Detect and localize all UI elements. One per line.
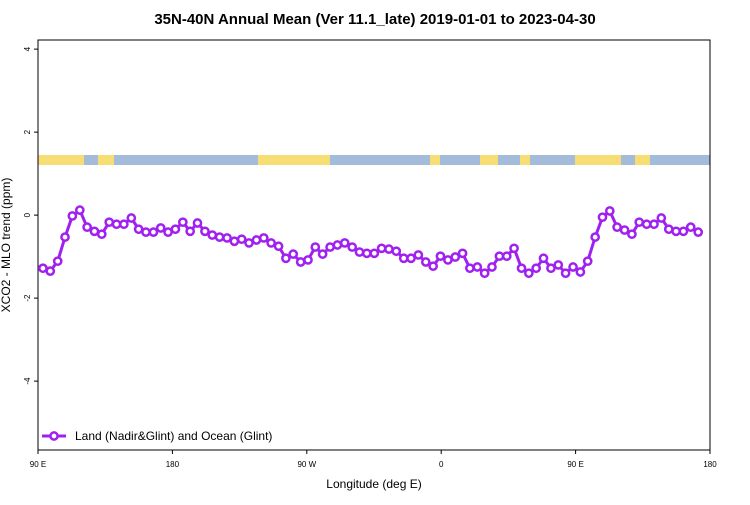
data-point [516,263,527,274]
data-point [67,211,78,221]
data-point [170,224,181,235]
data-point [52,256,63,267]
data-point [96,229,107,240]
x-tick-label: 90 E [30,460,46,469]
data-point [538,253,549,264]
data-point [501,251,512,262]
y-axis-label: XCO2 - MLO trend (ppm) [0,178,13,313]
data-point [627,229,637,240]
data-point [693,227,704,237]
data-point [568,262,578,272]
data-point [531,263,542,274]
data-point [428,261,438,272]
data-point [649,219,659,230]
data-point [465,263,475,274]
data-point [619,225,630,235]
data-point [553,260,564,270]
legend-marker [49,431,59,441]
data-point [119,219,129,230]
chart-title: 35N-40N Annual Mean (Ver 11.1_late) 2019… [154,11,595,28]
data-point [155,223,166,233]
data-point [612,222,622,233]
data-point [479,268,490,279]
data-point [148,227,159,237]
data-point [200,226,210,237]
data-point [420,257,431,267]
data-point [214,232,225,242]
data-point [244,238,254,248]
data-point [347,242,358,252]
x-tick-label: 0 [439,460,444,469]
data-point [457,248,468,259]
data-point [597,212,608,223]
data-point [236,234,247,245]
x-tick-label: 90 W [297,460,316,469]
legend-label: Land (Nadir&Glint) and Ocean (Glint) [75,429,272,443]
data-point [192,218,203,228]
data-point [450,252,461,262]
data-point [604,206,615,216]
y-tick-label: 0 [23,212,32,217]
data-point [685,222,696,233]
data-point [406,253,416,264]
data-point [369,248,380,259]
data-point [524,268,534,279]
data-point [178,217,188,228]
data-point [590,232,601,242]
data-point [126,213,137,223]
data-point [361,248,372,259]
y-tick-label: -2 [23,294,32,302]
x-axis-label: Longitude (deg E) [326,477,421,491]
data-point [575,267,586,277]
x-tick-label: 180 [166,460,180,469]
y-tick-label: -4 [23,377,32,385]
x-tick-label: 180 [703,460,717,469]
data-point [74,205,85,215]
data-point [185,226,196,237]
data-point [303,255,313,265]
data-point [546,263,556,274]
y-tick-label: 4 [23,46,32,51]
x-tick-label: 90 E [567,460,583,469]
data-point [222,233,232,243]
data-point [487,262,497,272]
data-point [656,213,667,223]
data-point [435,251,446,262]
data-point [354,247,365,257]
data-point [634,217,645,228]
data-point [281,253,291,264]
data-point [82,222,92,233]
data-point [560,268,571,279]
data-point [273,241,284,252]
data-point [317,249,328,259]
y-tick-label: 2 [23,129,32,134]
data-point [141,227,151,237]
data-point [509,243,519,254]
data-point [472,262,483,272]
data-point [310,242,321,252]
land-ocean-strip [38,155,710,165]
data-point [339,238,350,248]
data-point [413,250,424,260]
data-point [60,232,70,242]
data-point [45,266,56,276]
data-point [266,238,276,248]
data-point [288,249,299,259]
data-point [582,256,593,267]
data-point [391,246,402,257]
data-point [376,243,387,254]
plot-frame [37,39,711,451]
data-point [678,226,689,237]
data-point [258,233,269,243]
